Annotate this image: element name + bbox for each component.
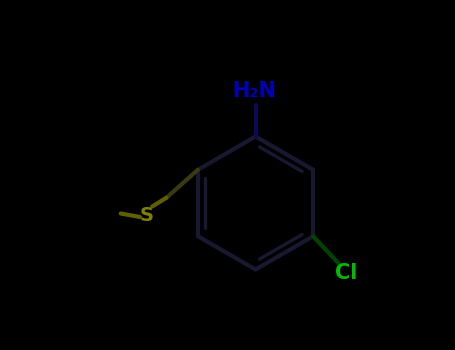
Text: Cl: Cl bbox=[335, 263, 358, 283]
Text: S: S bbox=[140, 206, 154, 225]
Text: H₂N: H₂N bbox=[232, 81, 276, 101]
